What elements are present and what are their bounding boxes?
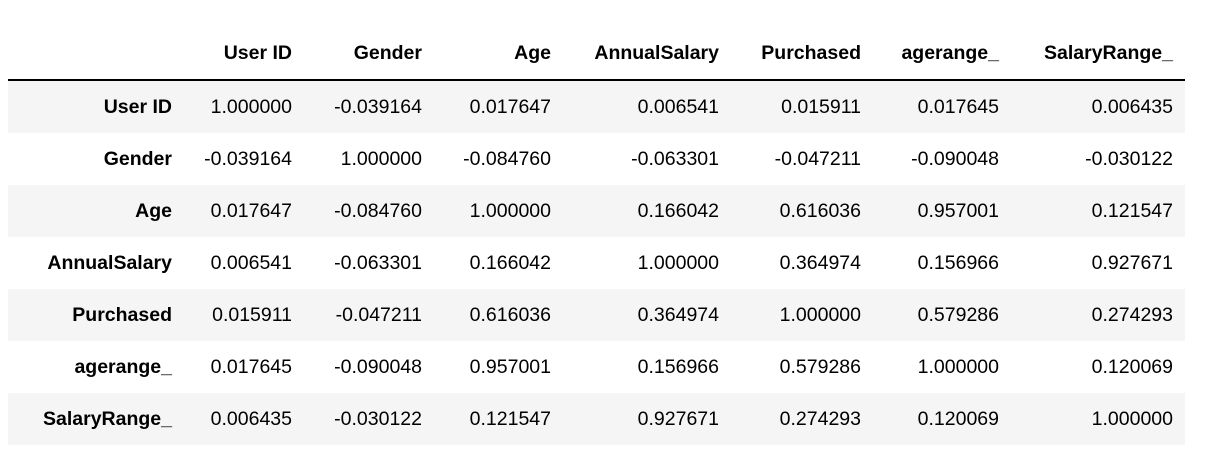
table-row: Purchased 0.015911 -0.047211 0.616036 0.… — [8, 289, 1185, 341]
index-header — [8, 27, 184, 81]
row-label: SalaryRange_ — [43, 407, 172, 430]
table-cell: 0.120069 — [917, 407, 999, 430]
table-cell: 1.000000 — [1091, 407, 1173, 430]
table-cell: -0.084760 — [463, 147, 551, 170]
table-cell: 0.166042 — [469, 251, 551, 274]
table-cell: 0.957001 — [469, 355, 551, 378]
table-cell: 0.156966 — [637, 355, 719, 378]
table-cell: 0.017645 — [210, 355, 292, 378]
table-cell: 0.166042 — [637, 199, 719, 222]
table-cell: 0.120069 — [1091, 355, 1173, 378]
table-cell: -0.084760 — [334, 199, 422, 222]
table-row: SalaryRange_ 0.006435 -0.030122 0.121547… — [8, 393, 1185, 445]
row-label: Purchased — [72, 303, 172, 326]
table-cell: 0.017647 — [469, 95, 551, 118]
table-cell: 0.364974 — [637, 303, 719, 326]
table-cell: 0.006541 — [210, 251, 292, 274]
table-cell: -0.039164 — [204, 147, 292, 170]
table-cell: 0.121547 — [1091, 199, 1173, 222]
column-header: agerange_ — [873, 27, 1011, 81]
table-cell: 0.015911 — [212, 303, 292, 326]
table-cell: 1.000000 — [779, 303, 861, 326]
column-header: AnnualSalary — [563, 27, 731, 81]
table-cell: 0.006435 — [1091, 95, 1173, 118]
table-cell: 0.017647 — [210, 199, 292, 222]
table-cell: -0.039164 — [334, 95, 422, 118]
correlation-table: User ID Gender Age AnnualSalary Purchase… — [8, 27, 1185, 445]
column-header: Purchased — [731, 27, 873, 81]
table-cell: 1.000000 — [917, 355, 999, 378]
column-header: Age — [434, 27, 563, 81]
table-cell: 0.274293 — [1091, 303, 1173, 326]
table-cell: 0.579286 — [779, 355, 861, 378]
table-row: Gender -0.039164 1.000000 -0.084760 -0.0… — [8, 133, 1185, 185]
table-cell: 0.006541 — [637, 95, 719, 118]
table-cell: -0.030122 — [334, 407, 422, 430]
table-cell: 0.579286 — [917, 303, 999, 326]
table-cell: 0.156966 — [917, 251, 999, 274]
table-body: User ID 1.000000 -0.039164 0.017647 0.00… — [8, 80, 1185, 445]
table-cell: 0.121547 — [469, 407, 551, 430]
table-cell: 0.927671 — [1091, 251, 1173, 274]
table-cell: 0.006435 — [210, 407, 292, 430]
column-header: SalaryRange_ — [1011, 27, 1185, 81]
row-label: Age — [135, 199, 172, 222]
table-cell: -0.030122 — [1085, 147, 1173, 170]
row-label: User ID — [103, 95, 172, 118]
table-cell: 0.927671 — [637, 407, 719, 430]
table-cell: 0.017645 — [917, 95, 999, 118]
table-row: AnnualSalary 0.006541 -0.063301 0.166042… — [8, 237, 1185, 289]
header-row: User ID Gender Age AnnualSalary Purchase… — [8, 27, 1185, 81]
column-header: User ID — [184, 27, 304, 81]
table-cell: 0.364974 — [779, 251, 861, 274]
table-cell: 0.015911 — [781, 95, 861, 118]
table-cell: 0.616036 — [779, 199, 861, 222]
table-cell: -0.047211 — [335, 303, 422, 326]
table-cell: -0.090048 — [334, 355, 422, 378]
table-row: User ID 1.000000 -0.039164 0.017647 0.00… — [8, 80, 1185, 133]
table-cell: -0.063301 — [334, 251, 422, 274]
table-cell: 0.616036 — [469, 303, 551, 326]
table-cell: -0.047211 — [774, 147, 861, 170]
column-header: Gender — [304, 27, 434, 81]
table-cell: -0.090048 — [911, 147, 999, 170]
table-row: Age 0.017647 -0.084760 1.000000 0.166042… — [8, 185, 1185, 237]
table-cell: 1.000000 — [469, 199, 551, 222]
table-cell: 0.957001 — [917, 199, 999, 222]
row-label: agerange_ — [74, 355, 172, 378]
table-header: User ID Gender Age AnnualSalary Purchase… — [8, 27, 1185, 81]
table-cell: -0.063301 — [631, 147, 719, 170]
row-label: AnnualSalary — [47, 251, 172, 274]
table-cell: 1.000000 — [340, 147, 422, 170]
table-cell: 1.000000 — [637, 251, 719, 274]
row-label: Gender — [103, 147, 172, 170]
table-cell: 1.000000 — [210, 95, 292, 118]
table-cell: 0.274293 — [779, 407, 861, 430]
table-row: agerange_ 0.017645 -0.090048 0.957001 0.… — [8, 341, 1185, 393]
